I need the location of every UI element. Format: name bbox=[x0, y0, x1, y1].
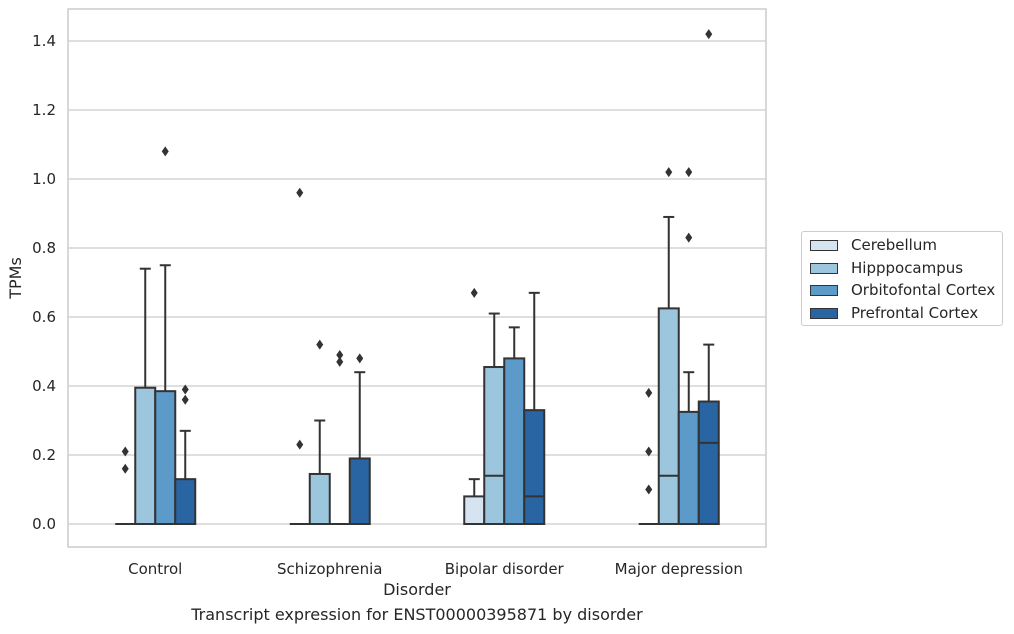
plot-area bbox=[67, 8, 767, 548]
legend-swatch-orbitofrontal-cortex bbox=[810, 284, 838, 296]
y-tick-label: 0.0 bbox=[32, 515, 56, 533]
y-tick-label: 0.2 bbox=[32, 446, 56, 464]
box-group bbox=[697, 29, 720, 525]
y-axis-label: TPMs bbox=[6, 257, 25, 300]
box-group bbox=[483, 312, 506, 525]
legend-swatch-prefrontal-cortex bbox=[810, 307, 838, 319]
y-tick-label: 0.6 bbox=[32, 308, 56, 326]
x-axis-label: Disorder bbox=[383, 580, 451, 599]
y-tick-label: 0.8 bbox=[32, 239, 56, 257]
y-tick-label: 1.2 bbox=[32, 101, 56, 119]
box-group bbox=[638, 387, 659, 525]
legend-label-orbitofrontal-cortex: Orbitofontal Cortex bbox=[851, 281, 996, 299]
box-group bbox=[289, 187, 310, 525]
outlier-point bbox=[645, 484, 653, 495]
legend-item-orbitofrontal-cortex: Orbitofontal Cortex bbox=[810, 280, 995, 300]
legend-item-hippocampus: Hipppocampus bbox=[810, 258, 963, 278]
box-group bbox=[329, 349, 350, 525]
legend-label-cerebellum: Cerebellum bbox=[851, 236, 937, 254]
outlier-point bbox=[181, 394, 189, 405]
box-group bbox=[503, 326, 526, 525]
box bbox=[503, 357, 526, 525]
box-group bbox=[174, 384, 197, 525]
outlier-point bbox=[296, 439, 304, 450]
box-group bbox=[657, 167, 680, 525]
box-group bbox=[677, 167, 700, 525]
outlier-point bbox=[685, 167, 693, 178]
y-axis-ticks: 0.0 0.2 0.4 0.6 0.8 1.0 1.2 1.4 bbox=[32, 32, 56, 533]
legend: Cerebellum Hipppocampus Orbitofontal Cor… bbox=[801, 231, 1003, 326]
box bbox=[697, 400, 720, 525]
legend-swatch-cerebellum bbox=[810, 239, 838, 251]
box bbox=[657, 307, 680, 525]
box bbox=[154, 390, 177, 525]
y-tick-label: 1.4 bbox=[32, 32, 56, 50]
y-tick-label: 1.0 bbox=[32, 170, 56, 188]
y-tick-label: 0.4 bbox=[32, 377, 56, 395]
box bbox=[463, 495, 486, 525]
x-tick-label: Control bbox=[128, 560, 182, 578]
box bbox=[677, 410, 700, 525]
box bbox=[174, 478, 197, 525]
chart-caption: Transcript expression for ENST0000039587… bbox=[191, 605, 643, 624]
x-tick-label: Schizophrenia bbox=[277, 560, 382, 578]
box bbox=[348, 457, 371, 526]
box bbox=[523, 409, 546, 525]
box bbox=[134, 386, 157, 525]
box-group bbox=[115, 446, 136, 525]
outlier-point bbox=[665, 167, 673, 178]
outlier-point bbox=[121, 446, 129, 457]
x-axis-ticks: Control Schizophrenia Bipolar disorder Majo… bbox=[128, 560, 743, 578]
box-group bbox=[308, 339, 331, 526]
outlier-point bbox=[336, 356, 344, 367]
outlier-point bbox=[181, 384, 189, 395]
legend-swatch-hippocampus bbox=[810, 262, 838, 274]
outlier-point bbox=[470, 287, 478, 298]
x-tick-label: Bipolar disorder bbox=[445, 560, 565, 578]
box-group bbox=[348, 353, 371, 526]
legend-label-hippocampus: Hipppocampus bbox=[851, 259, 964, 277]
box-group bbox=[154, 146, 177, 525]
boxes bbox=[115, 29, 720, 526]
box bbox=[308, 472, 331, 526]
legend-item-cerebellum: Cerebellum bbox=[810, 235, 937, 255]
box-group bbox=[523, 291, 546, 525]
legend-item-prefrontal-cortex: Prefrontal Cortex bbox=[810, 303, 978, 323]
outlier-point bbox=[316, 339, 324, 350]
x-tick-label: Major depression bbox=[615, 560, 743, 578]
box bbox=[483, 366, 506, 525]
outlier-point bbox=[336, 349, 344, 360]
outlier-point bbox=[296, 187, 304, 198]
legend-label-prefrontal-cortex: Prefrontal Cortex bbox=[851, 304, 979, 322]
box-group bbox=[463, 287, 486, 525]
outlier-point bbox=[705, 29, 713, 40]
outlier-point bbox=[121, 463, 129, 474]
outlier-point bbox=[161, 146, 169, 157]
outlier-point bbox=[645, 387, 653, 398]
outlier-point bbox=[356, 353, 364, 364]
outlier-point bbox=[685, 232, 693, 243]
outlier-point bbox=[645, 446, 653, 457]
box-group bbox=[134, 267, 157, 525]
